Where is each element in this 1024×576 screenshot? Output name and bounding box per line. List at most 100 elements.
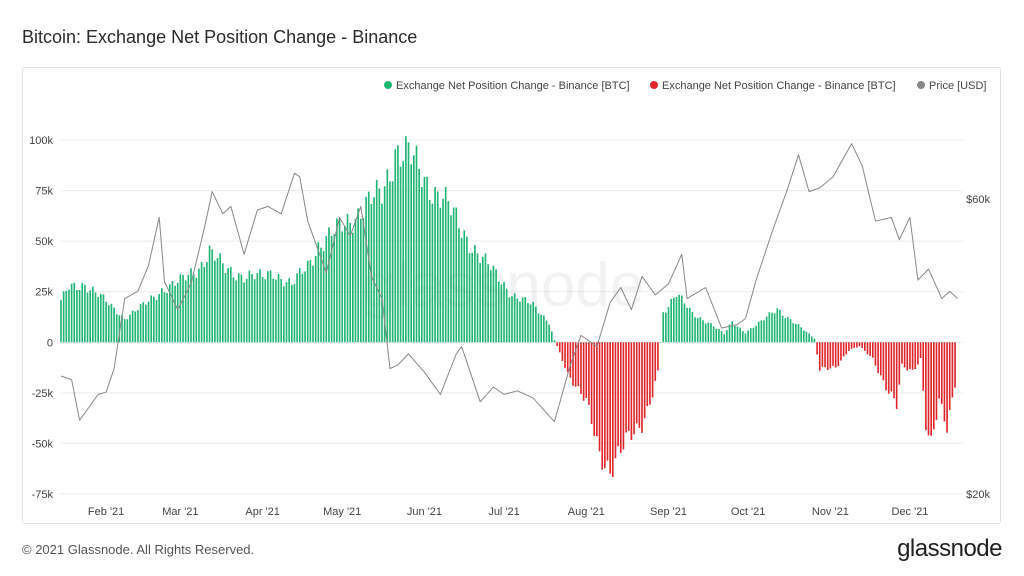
bar-positive [166, 292, 168, 343]
y-right-tick-label: $20k [966, 489, 990, 501]
bar-positive [529, 304, 532, 343]
bar-negative [951, 342, 954, 398]
y-left-tick-label: 0 [47, 337, 53, 349]
bar-positive [781, 315, 784, 343]
bar-negative [585, 342, 588, 398]
bar-positive [505, 288, 508, 343]
bar-negative [580, 342, 582, 394]
bar-positive [757, 321, 760, 343]
bar-negative [919, 342, 922, 359]
bar-positive [741, 330, 744, 343]
bar-positive [800, 327, 802, 343]
bar-negative [606, 342, 609, 461]
bar-positive [346, 213, 349, 343]
bar-positive [290, 284, 293, 343]
bar-positive [720, 331, 723, 343]
bar-positive [314, 256, 317, 343]
bar-positive [410, 164, 413, 343]
bar-positive [386, 169, 389, 343]
bar-positive [203, 266, 206, 343]
bar-positive [171, 281, 174, 343]
bar-negative [834, 342, 837, 368]
bar-negative [909, 342, 911, 370]
bar-positive [317, 242, 320, 343]
bar-positive [375, 179, 378, 343]
bar-positive [354, 218, 357, 343]
chart-panel: glassnode 100k 75k 50k 25k 0 -25k -50k -75k $60… [22, 67, 1001, 524]
bar-positive [471, 252, 474, 343]
bar-positive [734, 325, 736, 343]
bar-negative [558, 342, 561, 353]
bar-negative [609, 342, 611, 474]
bar-negative [561, 342, 564, 361]
bar-negative [935, 342, 938, 420]
page-title: Bitcoin: Exchange Net Position Change - … [22, 27, 418, 47]
bar-positive [789, 319, 792, 343]
bar-positive [301, 273, 304, 343]
bar-positive [773, 313, 776, 343]
bar-negative [861, 342, 864, 348]
bar-negative [654, 342, 657, 381]
bar-positive [227, 268, 229, 343]
bar-positive [60, 300, 62, 343]
bar-positive [269, 270, 272, 343]
bar-positive [92, 286, 94, 343]
bar-positive [309, 259, 312, 343]
bar-positive [352, 232, 354, 343]
bar-negative [604, 342, 606, 469]
bar-positive [195, 277, 198, 343]
bar-negative [922, 342, 925, 391]
bar-series [60, 136, 956, 477]
bar-positive [113, 307, 115, 343]
bar-positive [97, 297, 99, 343]
bar-negative [611, 342, 614, 477]
bar-positive [673, 297, 675, 343]
x-tick-label: Jul '21 [488, 506, 519, 518]
bar-negative [649, 342, 651, 405]
bar-positive [163, 292, 166, 343]
bar-positive [479, 263, 481, 343]
bar-positive [497, 281, 500, 343]
bar-positive [105, 301, 107, 343]
bar-positive [487, 264, 489, 343]
bar-positive [405, 136, 407, 343]
bar-positive [336, 218, 338, 343]
bar-positive [503, 281, 505, 343]
bar-positive [728, 324, 731, 343]
bar-positive [397, 145, 399, 343]
bar-positive [70, 283, 73, 343]
bar-positive [667, 307, 670, 343]
bar-negative [948, 342, 951, 410]
bar-positive [447, 201, 450, 343]
bar-negative [657, 342, 659, 371]
bar-positive [808, 333, 810, 343]
bar-negative [925, 342, 927, 431]
bar-negative [816, 342, 818, 355]
bar-positive [795, 323, 797, 343]
bar-negative [946, 342, 948, 433]
y-left-tick-label: 25k [35, 287, 53, 299]
bar-negative [829, 342, 832, 369]
x-tick-label: Sep '21 [650, 506, 687, 518]
bar-positive [206, 262, 208, 343]
bar-positive [543, 315, 545, 343]
bar-positive [455, 207, 458, 343]
bar-negative [590, 342, 593, 425]
bar-negative [588, 342, 590, 405]
bar-positive [540, 314, 542, 343]
bar-positive [383, 186, 386, 343]
y-axis-left: 100k 75k 50k 25k 0 -25k -50k -75k [29, 135, 53, 501]
bar-negative [601, 342, 604, 470]
x-tick-label: Oct '21 [731, 506, 766, 518]
bar-positive [325, 236, 328, 343]
bar-positive [89, 290, 91, 343]
bar-positive [450, 215, 452, 343]
bar-negative [898, 342, 901, 385]
bar-positive [532, 301, 535, 343]
bar-positive [718, 329, 720, 343]
bar-positive [680, 295, 683, 343]
bar-positive [253, 279, 256, 343]
bar-negative [906, 342, 909, 371]
bar-positive [736, 326, 739, 343]
y-left-tick-label: 75k [35, 186, 53, 198]
